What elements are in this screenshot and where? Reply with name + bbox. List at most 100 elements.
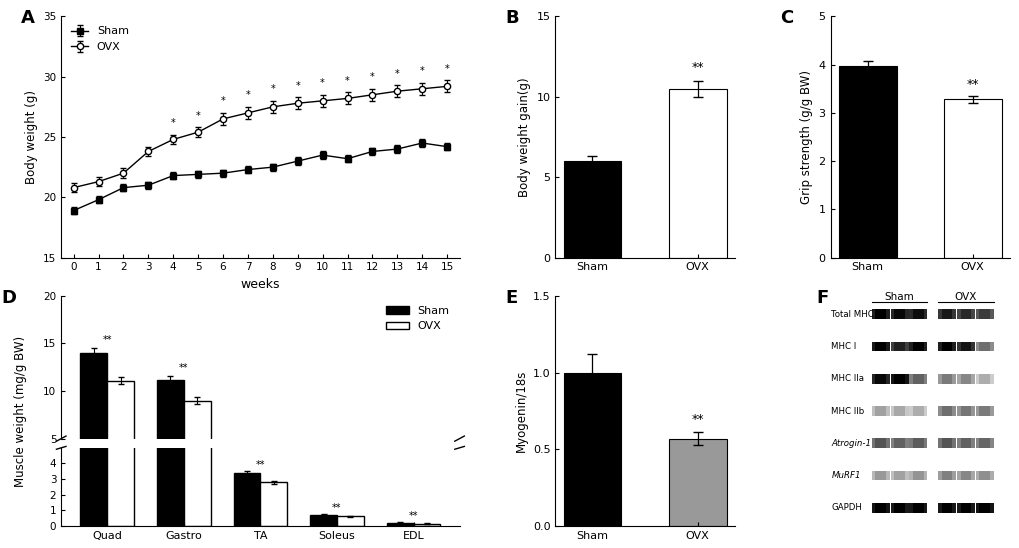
Bar	[975, 406, 993, 416]
Legend: Sham, OVX: Sham, OVX	[66, 22, 133, 56]
Bar	[894, 503, 904, 512]
Text: **: **	[966, 78, 978, 91]
Bar	[937, 342, 955, 351]
Bar	[941, 342, 952, 351]
Bar	[874, 342, 886, 351]
X-axis label: weeks: weeks	[240, 278, 280, 291]
Bar	[233, 473, 260, 526]
Text: *: *	[171, 118, 175, 128]
Bar	[978, 503, 989, 512]
Bar	[838, 66, 896, 258]
Text: **: **	[332, 503, 341, 513]
Bar	[941, 438, 952, 448]
Bar	[336, 480, 364, 486]
Text: *: *	[220, 96, 225, 106]
Bar	[386, 523, 413, 526]
Bar	[894, 471, 904, 480]
Text: MHC IIa: MHC IIa	[830, 374, 863, 383]
Text: **: **	[179, 363, 189, 373]
Bar	[956, 406, 974, 416]
Text: *: *	[246, 90, 250, 100]
Bar	[890, 406, 908, 416]
Bar	[978, 471, 989, 480]
Text: GAPDH: GAPDH	[830, 503, 861, 512]
Bar	[960, 471, 970, 480]
Text: *: *	[196, 111, 201, 121]
Bar	[894, 438, 904, 448]
Bar	[912, 342, 923, 351]
Bar	[564, 161, 621, 258]
Bar	[978, 310, 989, 319]
Bar	[183, 401, 210, 486]
Text: **: **	[691, 61, 703, 75]
Text: **: **	[256, 460, 265, 470]
Bar	[336, 516, 364, 526]
Bar	[890, 503, 908, 512]
Bar	[871, 342, 889, 351]
Bar	[909, 406, 926, 416]
Bar	[909, 374, 926, 384]
Bar	[871, 406, 889, 416]
Bar	[871, 438, 889, 448]
Bar	[975, 342, 993, 351]
Bar	[386, 484, 413, 486]
Bar	[956, 471, 974, 480]
Text: *: *	[270, 84, 275, 94]
Bar	[941, 374, 952, 384]
Bar	[937, 503, 955, 512]
Bar	[668, 89, 726, 258]
Bar	[890, 471, 908, 480]
Legend: Sham, OVX: Sham, OVX	[382, 301, 453, 336]
Bar	[912, 406, 923, 416]
Bar	[960, 310, 970, 319]
Text: OVX: OVX	[954, 292, 976, 301]
Bar	[941, 310, 952, 319]
Bar	[260, 482, 287, 526]
Bar	[941, 503, 952, 512]
Text: A: A	[21, 9, 36, 27]
Bar	[956, 374, 974, 384]
Bar	[956, 503, 974, 512]
Bar	[912, 503, 923, 512]
Bar	[894, 406, 904, 416]
Text: *: *	[420, 66, 424, 76]
Bar	[937, 374, 955, 384]
Bar	[975, 374, 993, 384]
Bar	[943, 99, 1001, 258]
Bar	[909, 310, 926, 319]
Bar	[81, 353, 107, 486]
Bar	[564, 373, 621, 526]
Bar	[978, 374, 989, 384]
Text: B: B	[504, 9, 519, 27]
Bar	[871, 471, 889, 480]
Bar	[941, 406, 952, 416]
Bar	[909, 438, 926, 448]
Bar	[937, 310, 955, 319]
Bar	[413, 524, 440, 526]
Bar	[937, 406, 955, 416]
Bar	[978, 406, 989, 416]
Bar	[894, 310, 904, 319]
Bar	[975, 310, 993, 319]
Text: *: *	[344, 76, 350, 86]
Bar	[183, 385, 210, 526]
Bar	[668, 438, 726, 526]
Bar	[874, 503, 886, 512]
Bar	[310, 480, 336, 486]
Bar	[890, 310, 908, 319]
Text: MHC I: MHC I	[830, 342, 856, 351]
Bar	[912, 374, 923, 384]
Bar	[890, 374, 908, 384]
Text: **: **	[102, 335, 112, 345]
Bar	[909, 342, 926, 351]
Bar	[260, 460, 287, 486]
Text: *: *	[370, 72, 374, 82]
Bar	[157, 380, 183, 486]
Bar	[978, 438, 989, 448]
Bar	[233, 454, 260, 486]
Y-axis label: Myogenin/18s: Myogenin/18s	[514, 370, 527, 452]
Bar	[912, 471, 923, 480]
Text: *: *	[444, 64, 449, 74]
Bar	[890, 342, 908, 351]
Bar	[107, 381, 133, 486]
